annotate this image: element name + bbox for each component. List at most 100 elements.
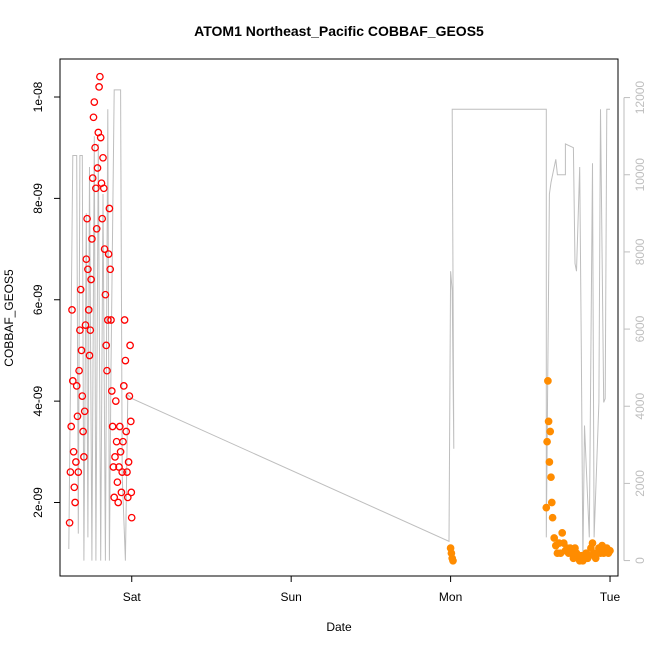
y2-tick-label: 8000 (633, 238, 647, 265)
series-2-point (544, 377, 552, 385)
series-line-3 (68, 89, 610, 561)
series-1-point (68, 377, 77, 385)
series-1-point (117, 488, 126, 497)
series-1-point (98, 214, 107, 223)
series-2-point (546, 427, 555, 436)
series-1-point (96, 133, 105, 142)
series-1-point (86, 326, 95, 335)
series-1-point (127, 513, 136, 522)
x-tick-label: Tue (600, 590, 621, 604)
series-1-point (105, 204, 114, 213)
series-1-point (120, 316, 129, 324)
series-1-point (116, 447, 125, 456)
plot-area (65, 72, 614, 565)
series-1-point (123, 468, 131, 476)
series-1-point (65, 518, 74, 527)
chart-title: ATOM1 Northeast_Pacific COBBAF_GEOS5 (194, 23, 484, 39)
x-tick-label: Sat (123, 590, 142, 604)
series-1-point (85, 351, 94, 360)
series-1-point (118, 468, 127, 476)
series-2-point (543, 437, 551, 446)
series-2-point (558, 529, 567, 537)
series-1-point (111, 453, 119, 461)
y-tick-label: 4e-09 (31, 385, 45, 416)
series-1-point (124, 458, 133, 466)
series-1-point (127, 488, 136, 497)
series-1-point (88, 174, 97, 182)
series-1-point (80, 407, 89, 416)
series-1-point (119, 382, 128, 390)
series-1-point (69, 447, 78, 456)
series-1-point (70, 483, 79, 492)
series-1-point (104, 250, 113, 258)
series-1-point (99, 184, 108, 193)
series-2-point (544, 417, 553, 426)
series-1-point (103, 316, 112, 324)
series-1-point (121, 356, 130, 365)
series-1-point (100, 245, 109, 253)
series-1-point (115, 422, 124, 431)
series-1-point (108, 422, 117, 431)
y2-tick-label: 0 (633, 557, 647, 564)
series-1-point (109, 463, 118, 471)
series-1-point (93, 164, 102, 172)
series-2-point (606, 546, 614, 555)
x-axis-label: Date (326, 620, 352, 634)
y2-tick-label: 6000 (633, 315, 647, 342)
y-tick-label: 6e-09 (31, 284, 45, 315)
series-1-point (80, 453, 88, 461)
series-1-point (76, 285, 85, 294)
series-1-point (72, 382, 81, 390)
series-1-point (96, 72, 104, 81)
series-1-point (113, 478, 122, 487)
series-1-point (101, 290, 110, 299)
series-1-point (119, 437, 127, 446)
y2-tick-label: 12000 (633, 81, 647, 115)
series-1-point (74, 468, 83, 476)
series-1-point (95, 83, 103, 91)
series-2-point (548, 513, 557, 522)
series-2-point (547, 473, 555, 482)
series-1-point (99, 153, 107, 162)
series-2-point (449, 556, 457, 565)
series-1-point (92, 184, 100, 193)
x-tick-label: Mon (439, 590, 462, 604)
series-1-point (89, 113, 98, 122)
series-1-point (123, 493, 132, 502)
series-1-point (71, 498, 79, 507)
y-tick-label: 2e-09 (31, 487, 45, 518)
y-tick-label: 1e-08 (31, 81, 45, 112)
y2-axis: 0 2000 4000 6000 8000 10000 12000 (623, 81, 647, 564)
series-1-point (83, 214, 91, 223)
y-tick-label: 8e-09 (31, 183, 45, 214)
series-1-point (126, 417, 135, 426)
plot-frame (59, 58, 619, 577)
series-1-point (81, 321, 90, 329)
series-1-point (90, 98, 99, 106)
series-1-point (88, 235, 96, 243)
series-1-point (111, 397, 120, 405)
series-2-point (542, 503, 551, 512)
series-1-point (91, 143, 99, 152)
series-1-point (107, 387, 116, 395)
series-1-point (84, 265, 92, 274)
series-1-point (103, 366, 111, 375)
series-1-point (77, 346, 86, 355)
series-1-point (72, 458, 80, 466)
series-1-point (84, 306, 93, 314)
series-1-point (114, 498, 123, 507)
series-1-point (110, 493, 119, 502)
series-2-point (588, 539, 597, 547)
series-2-point (547, 498, 556, 507)
series-1-point (107, 316, 115, 324)
x-tick-label: Sun (280, 590, 301, 604)
series-1-point (126, 341, 134, 350)
series-1-point (122, 427, 131, 436)
series-1-point (67, 422, 76, 431)
series-1-point (106, 265, 115, 274)
series-1-point (87, 275, 95, 284)
series-1-point (73, 412, 82, 421)
series-1-point (79, 427, 87, 436)
series-1-point (68, 306, 76, 314)
y2-tick-label: 10000 (633, 158, 647, 192)
